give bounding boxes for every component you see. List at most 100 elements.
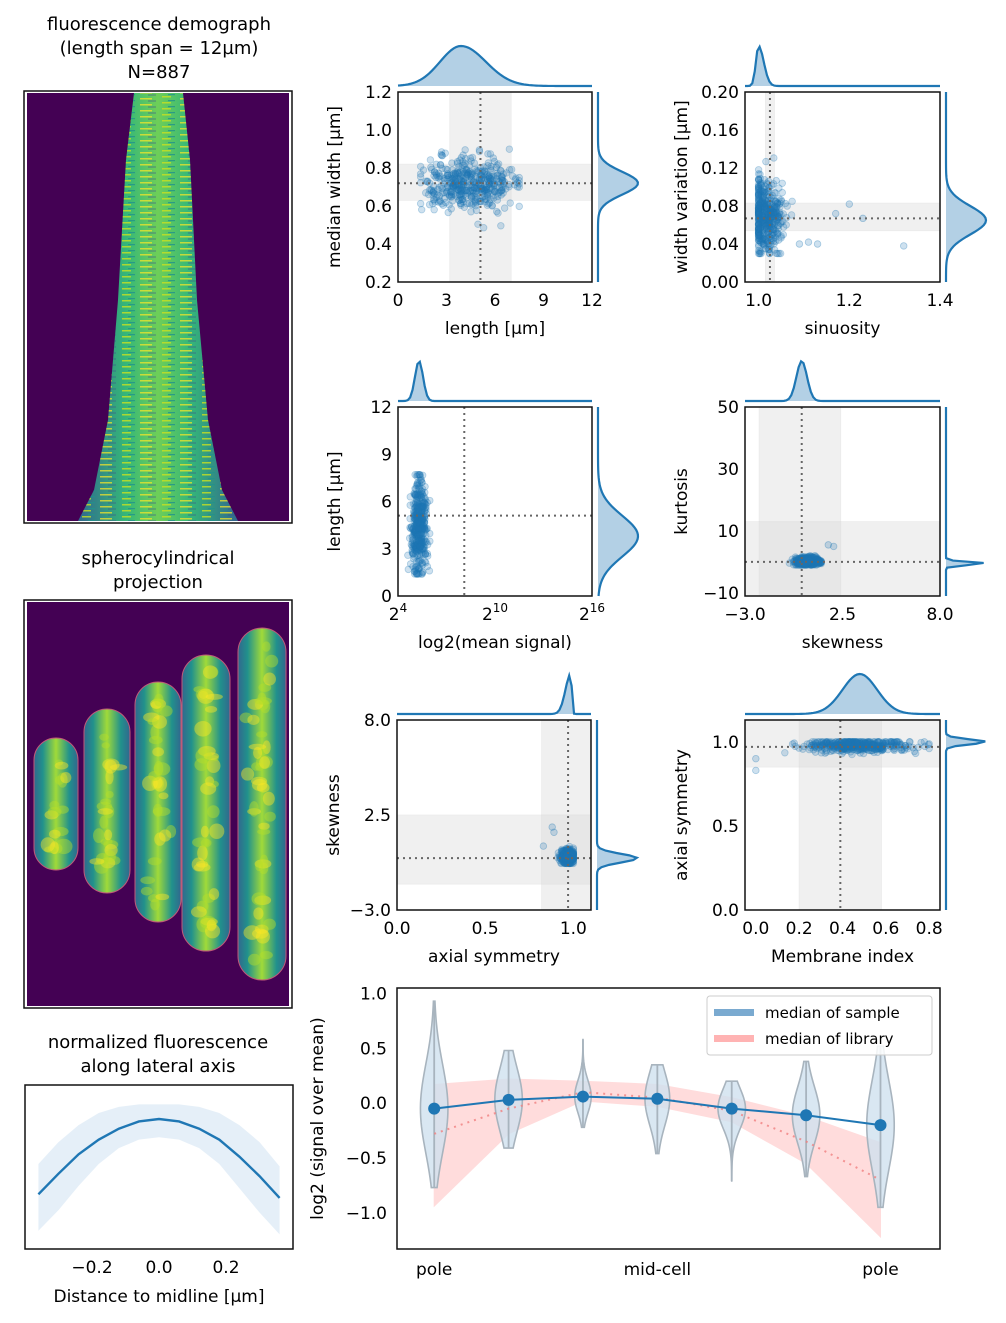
- data-point: [486, 199, 494, 207]
- data-point: [448, 159, 456, 167]
- y-tick-label: 0.5: [712, 817, 739, 837]
- data-point: [421, 482, 429, 491]
- data-point: [770, 221, 779, 229]
- cell-texture: [105, 790, 114, 799]
- cell-texture: [194, 721, 212, 737]
- lateral-confidence-band: [38, 1104, 280, 1235]
- data-point: [754, 220, 763, 228]
- data-point: [754, 229, 763, 237]
- x-tick-label: 0.4: [829, 919, 856, 939]
- data-point: [485, 180, 494, 188]
- data-point: [412, 563, 421, 571]
- data-point: [759, 193, 768, 201]
- cell-texture: [97, 808, 113, 815]
- x-tick-label: 1.2: [836, 291, 863, 311]
- projection-title-line-2: projection: [113, 572, 203, 593]
- data-point: [754, 228, 763, 236]
- data-point: [771, 198, 780, 206]
- data-point: [754, 229, 763, 237]
- x-tick-label: 1.4: [926, 291, 953, 311]
- data-point: [487, 173, 496, 181]
- cell-texture: [105, 769, 114, 785]
- data-point: [434, 173, 442, 182]
- cell-projection-3: [134, 681, 182, 923]
- cell-texture: [150, 898, 160, 911]
- x-axis-label: sinuosity: [805, 319, 881, 339]
- data-point-outlier: [845, 200, 854, 208]
- data-point: [467, 180, 475, 189]
- cell-texture: [206, 758, 221, 773]
- data-point: [456, 168, 464, 176]
- x-axis-label: Distance to midline [µm]: [53, 1287, 264, 1307]
- data-point: [762, 225, 771, 233]
- data-point: [764, 191, 773, 199]
- data-point: [770, 246, 779, 254]
- cell-texture: [155, 893, 170, 901]
- x-tick-label: 0.0: [145, 1258, 172, 1278]
- cell-texture: [52, 826, 69, 837]
- data-point: [757, 206, 765, 214]
- cell-texture: [208, 666, 219, 678]
- data-point: [411, 503, 419, 512]
- data-point: [462, 173, 470, 182]
- data-point: [463, 170, 471, 179]
- data-point: [494, 192, 502, 201]
- x-tick-label: 0.0: [383, 919, 410, 939]
- cell-texture: [251, 778, 268, 792]
- data-point: [416, 173, 425, 181]
- y-tick-label: 10: [717, 522, 739, 542]
- data-point: [417, 502, 425, 511]
- cell-texture: [95, 853, 110, 865]
- demograph-title-line-1: fluorescence demograph: [47, 14, 271, 35]
- data-point: [770, 225, 778, 234]
- data-point: [492, 163, 501, 172]
- x-tick-label: 0.8: [916, 919, 943, 939]
- cell-texture: [153, 762, 171, 776]
- data-point: [430, 187, 438, 195]
- cell-projection-1: [33, 737, 79, 871]
- data-point: [756, 188, 765, 196]
- data-point: [754, 234, 763, 243]
- data-point: [759, 200, 768, 208]
- data-point: [409, 543, 417, 551]
- data-point: [756, 218, 765, 226]
- data-point: [481, 198, 489, 206]
- data-point: [917, 738, 925, 747]
- data-point: [763, 238, 772, 246]
- data-point: [759, 187, 767, 196]
- data-point: [492, 172, 500, 180]
- data-point: [486, 184, 494, 192]
- marginal-x-kde: [744, 44, 940, 88]
- cell-texture: [247, 699, 264, 710]
- x-tick-label: 1.0: [560, 919, 587, 939]
- data-point: [474, 167, 483, 175]
- data-point: [754, 191, 763, 199]
- data-point: [411, 529, 419, 537]
- data-point: [440, 174, 448, 183]
- data-point: [457, 201, 465, 210]
- data-point: [469, 189, 478, 197]
- data-point: [760, 202, 768, 211]
- cell-texture: [103, 850, 116, 863]
- data-point: [415, 471, 423, 479]
- data-point: [754, 226, 763, 234]
- data-point: [472, 206, 481, 215]
- data-point: [775, 249, 783, 258]
- data-point: [754, 182, 763, 191]
- data-point: [415, 530, 424, 539]
- data-point: [758, 235, 767, 244]
- data-point: [757, 182, 765, 190]
- data-point: [468, 186, 477, 195]
- data-point: [755, 219, 763, 227]
- data-point: [456, 172, 465, 180]
- data-point: [754, 230, 763, 238]
- y-axis-label: length [µm]: [325, 451, 345, 551]
- data-point: [773, 199, 782, 208]
- data-point: [779, 210, 788, 218]
- data-point: [458, 171, 466, 180]
- data-point: [423, 498, 431, 507]
- data-point: [505, 166, 514, 174]
- cell-texture: [200, 838, 212, 848]
- data-point: [754, 170, 763, 178]
- data-point: [759, 219, 768, 227]
